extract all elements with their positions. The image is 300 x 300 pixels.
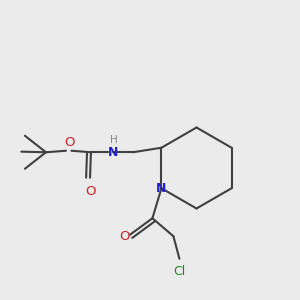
Text: O: O bbox=[85, 185, 95, 198]
Text: H: H bbox=[110, 135, 117, 145]
Text: N: N bbox=[156, 182, 167, 195]
Text: Cl: Cl bbox=[173, 265, 186, 278]
Text: N: N bbox=[108, 146, 118, 159]
Text: O: O bbox=[65, 136, 75, 149]
Text: O: O bbox=[119, 230, 130, 243]
